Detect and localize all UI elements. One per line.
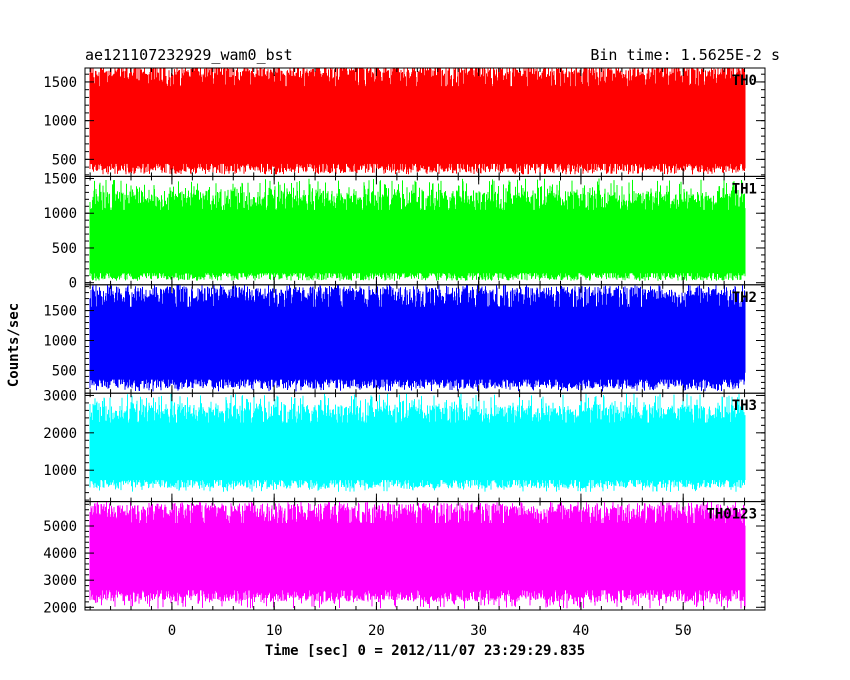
x-tick-label: 50 bbox=[675, 623, 692, 639]
panel-label: TH2 bbox=[732, 290, 757, 306]
x-tick-label: 30 bbox=[470, 623, 487, 639]
series-band-th0 bbox=[90, 86, 745, 164]
y-tick-label: 1000 bbox=[43, 114, 77, 130]
y-tick-label: 1500 bbox=[43, 75, 77, 91]
y-tick-label: 1500 bbox=[43, 304, 77, 320]
series-band-th2 bbox=[90, 306, 745, 380]
x-tick-label: 20 bbox=[368, 623, 385, 639]
chart-title-right: Bin time: 1.5625E-2 s bbox=[590, 46, 780, 64]
y-tick-label: 500 bbox=[52, 152, 77, 168]
y-tick-label: 1000 bbox=[43, 206, 77, 222]
chart-title-left: ae121107232929_wam0_bst bbox=[85, 46, 293, 64]
y-tick-label: 500 bbox=[52, 241, 77, 257]
panel-th2: 500 1000 1500 TH2 bbox=[43, 284, 766, 394]
y-tick-label: 1000 bbox=[43, 333, 77, 349]
panel-label: TH0 bbox=[732, 73, 757, 89]
y-axis-label: Counts/sec bbox=[6, 303, 22, 387]
panel-label: TH3 bbox=[732, 398, 757, 414]
panel-th1: 0 500 1000 1500 TH1 bbox=[43, 171, 766, 292]
y-tick-label: 500 bbox=[52, 363, 77, 379]
panel-th3: 1000 2000 3000 TH3 bbox=[43, 388, 766, 503]
panel-label: TH0123 bbox=[706, 507, 757, 523]
y-tick-label: 4000 bbox=[43, 546, 77, 562]
y-tick-label: 2000 bbox=[43, 426, 77, 442]
x-tick-label: 40 bbox=[573, 623, 590, 639]
panel-label: TH1 bbox=[732, 181, 757, 197]
panel-frame bbox=[84, 501, 766, 611]
series-band-th3 bbox=[90, 422, 745, 481]
y-tick-label: 1500 bbox=[43, 171, 77, 187]
y-tick-label: 5000 bbox=[43, 519, 77, 535]
x-tick-label: 0 bbox=[168, 623, 176, 639]
panels-group: 500 1000 1500 TH0 0 500 1000 1500 TH1 500 1000 1500… bbox=[43, 67, 766, 616]
x-axis: 0 10 20 30 40 50 bbox=[168, 623, 692, 639]
y-tick-label: 3000 bbox=[43, 573, 77, 589]
series-band-th1 bbox=[90, 209, 745, 274]
x-tick-label: 10 bbox=[266, 623, 283, 639]
y-tick-label: 0 bbox=[69, 276, 77, 292]
series-band-th0123 bbox=[90, 523, 745, 591]
y-tick-label: 1000 bbox=[43, 463, 77, 479]
panel-th0123: 2000 3000 4000 5000 TH0123 bbox=[43, 501, 766, 616]
x-axis-label: Time [sec] 0 = 2012/11/07 23:29:29.835 bbox=[265, 643, 585, 659]
panel-th0: 500 1000 1500 TH0 bbox=[43, 67, 766, 177]
y-tick-label: 3000 bbox=[43, 388, 77, 404]
y-tick-label: 2000 bbox=[43, 600, 77, 616]
